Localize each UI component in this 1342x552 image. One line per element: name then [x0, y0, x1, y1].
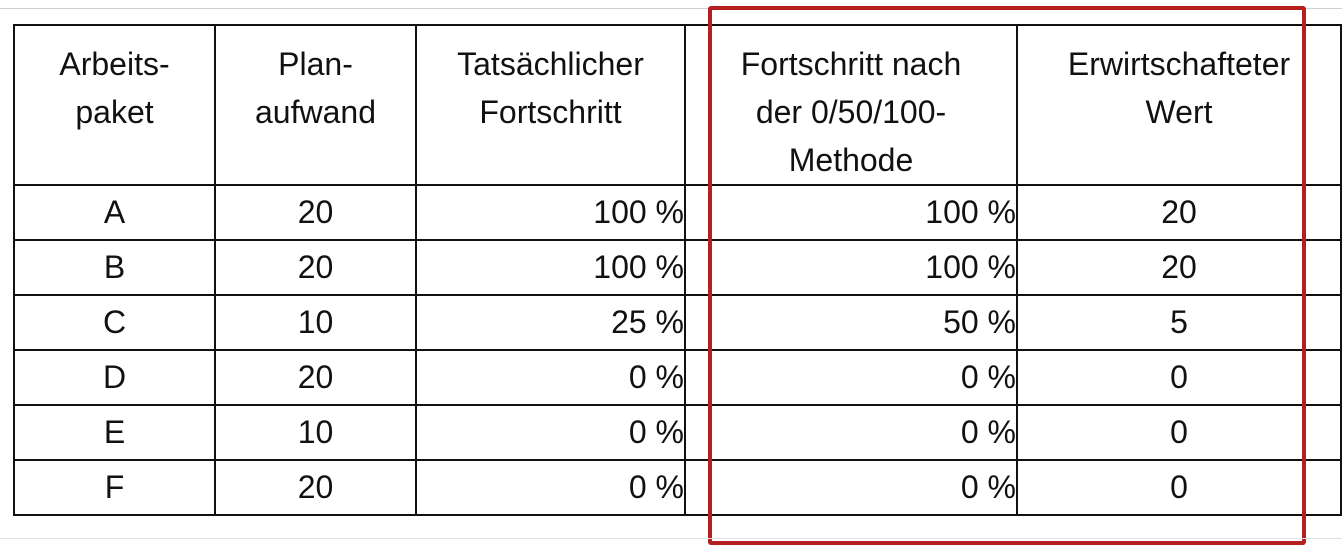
header-line: Erwirtschafteter: [1067, 46, 1291, 82]
bottom-divider: [0, 538, 1342, 539]
header-line: Fortschritt: [479, 94, 622, 130]
header-line: Plan-: [278, 46, 353, 82]
cell-tatsaechlicher-fortschritt: 100 %: [415, 239, 686, 296]
cell-erwirtschafteter-wert: 20: [1016, 239, 1342, 296]
header-line: Methode: [788, 142, 914, 178]
cell-fortschritt-methode: 0 %: [684, 459, 1018, 516]
header-line: Fortschritt nach: [740, 46, 962, 82]
table-header-row: Arbeits- paket Plan- aufwand Tatsächlich…: [13, 24, 1342, 186]
header-line: Arbeits-: [59, 46, 170, 82]
table-row: E 10 0 % 0 % 0: [13, 404, 1342, 461]
cell-planaufwand: 20: [214, 349, 417, 406]
cell-erwirtschafteter-wert: 0: [1016, 349, 1342, 406]
cell-fortschritt-methode: 0 %: [684, 404, 1018, 461]
header-line: aufwand: [255, 94, 376, 130]
header-tatsaechlicher-fortschritt: Tatsächlicher Fortschritt: [415, 24, 686, 186]
cell-erwirtschafteter-wert: 0: [1016, 404, 1342, 461]
cell-planaufwand: 20: [214, 184, 417, 241]
cell-arbeitspaket: F: [13, 459, 216, 516]
cell-arbeitspaket: C: [13, 294, 216, 351]
cell-tatsaechlicher-fortschritt: 0 %: [415, 404, 686, 461]
header-line: der 0/50/100-: [755, 94, 947, 130]
table-row: A 20 100 % 100 % 20: [13, 184, 1342, 241]
table-row: B 20 100 % 100 % 20: [13, 239, 1342, 296]
header-line: Tatsächlicher: [457, 46, 644, 82]
cell-tatsaechlicher-fortschritt: 25 %: [415, 294, 686, 351]
cell-planaufwand: 20: [214, 459, 417, 516]
header-fortschritt-methode: Fortschritt nach der 0/50/100- Methode: [684, 24, 1018, 186]
cell-fortschritt-methode: 100 %: [684, 184, 1018, 241]
cell-fortschritt-methode: 100 %: [684, 239, 1018, 296]
table-row: C 10 25 % 50 % 5: [13, 294, 1342, 351]
earned-value-table: Arbeits- paket Plan- aufwand Tatsächlich…: [13, 24, 1342, 516]
cell-arbeitspaket: D: [13, 349, 216, 406]
cell-tatsaechlicher-fortschritt: 100 %: [415, 184, 686, 241]
cell-planaufwand: 20: [214, 239, 417, 296]
cell-erwirtschafteter-wert: 5: [1016, 294, 1342, 351]
header-erwirtschafteter-wert: Erwirtschafteter Wert: [1016, 24, 1342, 186]
header-arbeitspaket: Arbeits- paket: [13, 24, 216, 186]
header-line: paket: [75, 94, 154, 130]
cell-fortschritt-methode: 0 %: [684, 349, 1018, 406]
cell-planaufwand: 10: [214, 294, 417, 351]
header-planaufwand: Plan- aufwand: [214, 24, 417, 186]
cell-erwirtschafteter-wert: 20: [1016, 184, 1342, 241]
cell-arbeitspaket: E: [13, 404, 216, 461]
cell-tatsaechlicher-fortschritt: 0 %: [415, 459, 686, 516]
cell-fortschritt-methode: 50 %: [684, 294, 1018, 351]
cell-arbeitspaket: A: [13, 184, 216, 241]
cell-erwirtschafteter-wert: 0: [1016, 459, 1342, 516]
table-row: D 20 0 % 0 % 0: [13, 349, 1342, 406]
top-divider: [0, 8, 1342, 9]
cell-arbeitspaket: B: [13, 239, 216, 296]
table-row: F 20 0 % 0 % 0: [13, 459, 1342, 516]
cell-planaufwand: 10: [214, 404, 417, 461]
header-line: Wert: [1145, 94, 1213, 130]
cell-tatsaechlicher-fortschritt: 0 %: [415, 349, 686, 406]
